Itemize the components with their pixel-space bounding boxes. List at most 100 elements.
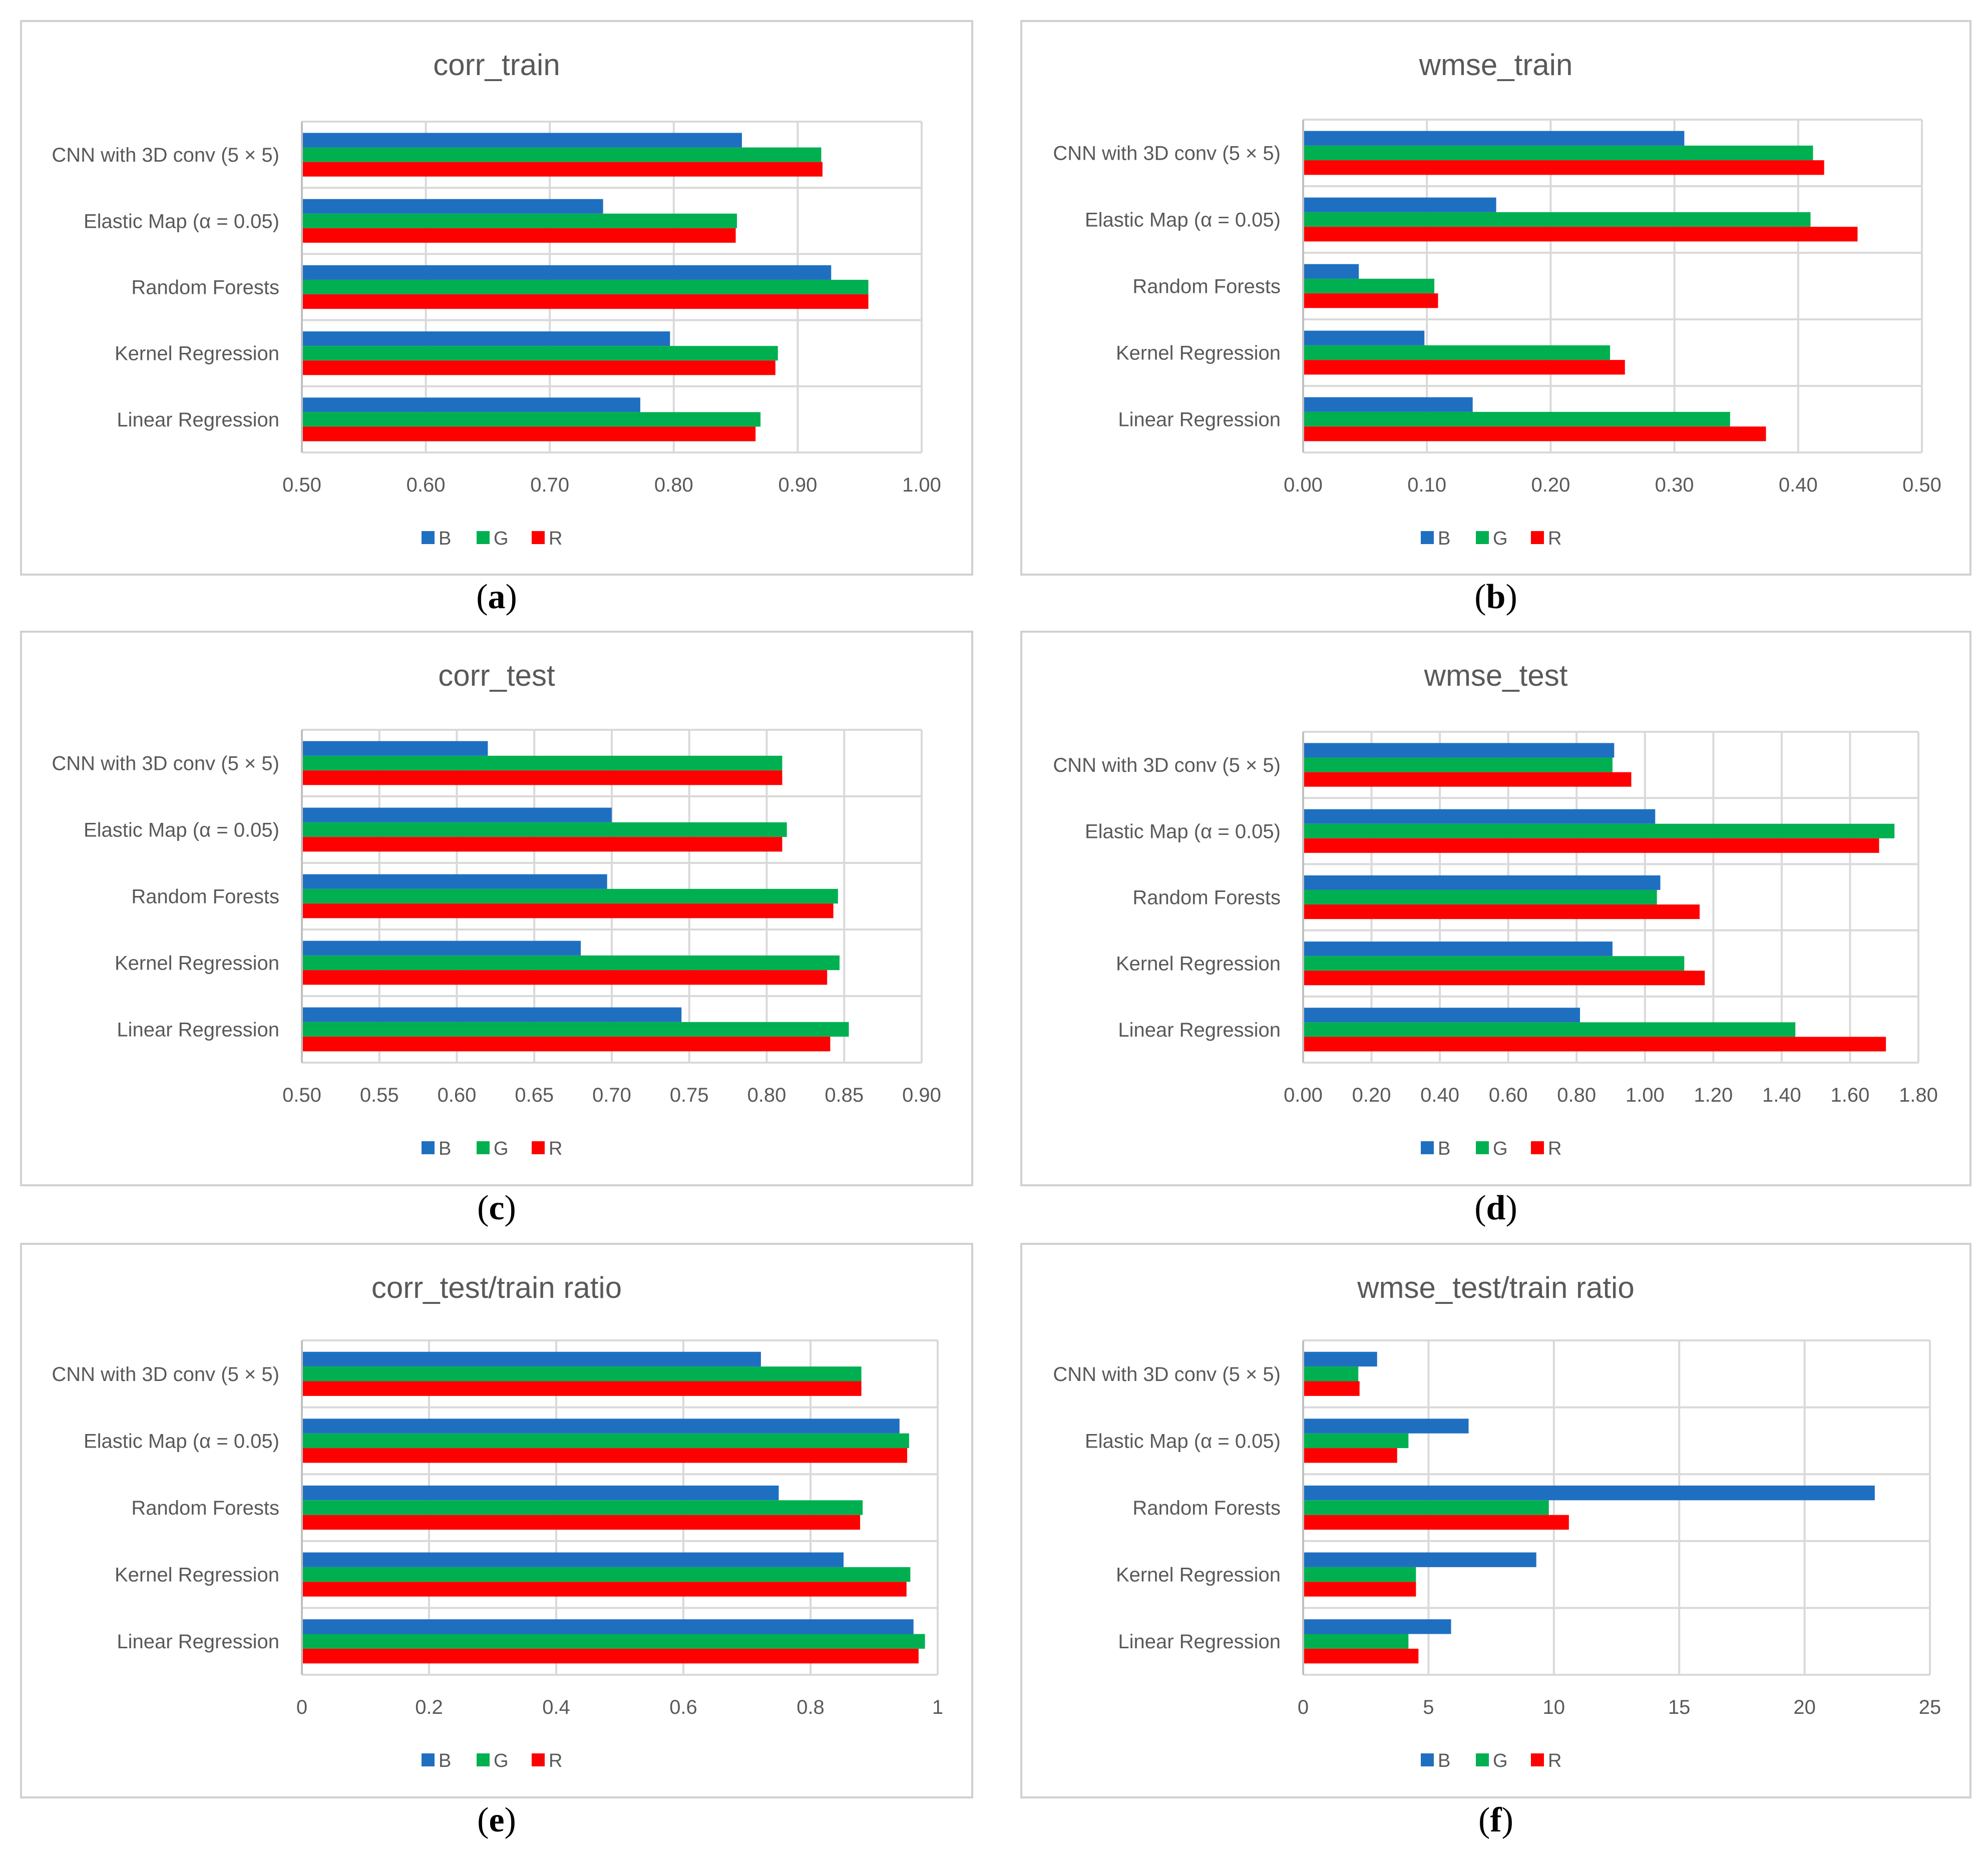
category-label: Elastic Map (α = 0.05) xyxy=(1085,209,1281,231)
bar-cnn-with-3d-conv-5-5-g xyxy=(302,147,822,162)
category-label: Elastic Map (α = 0.05) xyxy=(1085,1430,1281,1452)
bar-cnn-with-3d-conv-5-5-b xyxy=(302,1351,761,1367)
bar-elastic-map-0-05-b xyxy=(1303,197,1496,212)
category-label: Kernel Regression xyxy=(1116,342,1281,364)
bar-random-forests-b xyxy=(302,874,607,889)
x-tick-label: 0.20 xyxy=(1352,1084,1391,1106)
x-tick-label: 0.85 xyxy=(825,1084,864,1106)
legend-label-r: R xyxy=(1548,1750,1561,1771)
bar-cnn-with-3d-conv-5-5-g xyxy=(1303,757,1613,772)
x-tick-label: 0.00 xyxy=(1284,474,1323,496)
chart-title: wmse_test xyxy=(1424,659,1568,692)
bar-kernel-regression-b xyxy=(1303,330,1425,345)
category-label: Elastic Map (α = 0.05) xyxy=(84,819,279,841)
chart-title: corr_test xyxy=(438,659,555,692)
bar-elastic-map-0-05-g xyxy=(302,822,787,837)
x-tick-label: 1.20 xyxy=(1694,1084,1733,1106)
chart-panel-d: wmse_test 0.00 0.20 0.40 0.60 0.80 1.00 1.20 1.4… xyxy=(1020,631,1971,1186)
bar-random-forests-b xyxy=(1303,875,1661,890)
x-tick-label: 25 xyxy=(1919,1696,1941,1718)
x-tick-label: 0.40 xyxy=(1420,1084,1459,1106)
x-tick-label: 20 xyxy=(1793,1696,1816,1718)
bar-cnn-with-3d-conv-5-5-g xyxy=(302,1366,862,1381)
category-label: Linear Regression xyxy=(117,1019,279,1041)
category-label: Random Forests xyxy=(1132,276,1281,298)
bar-kernel-regression-g xyxy=(302,1567,911,1582)
bar-linear-regression-r xyxy=(302,426,756,441)
legend-swatch-r xyxy=(532,531,545,544)
bar-elastic-map-0-05-r xyxy=(302,228,736,243)
bar-elastic-map-0-05-b xyxy=(1303,1419,1469,1434)
legend-label-b: B xyxy=(1438,1750,1450,1771)
legend-label-b: B xyxy=(439,1750,451,1771)
x-tick-label: 0.60 xyxy=(1489,1084,1528,1106)
x-tick-label: 0.60 xyxy=(407,474,446,496)
legend-label-r: R xyxy=(549,528,562,549)
legend-swatch-r xyxy=(1531,531,1544,544)
bar-random-forests-r xyxy=(302,294,869,309)
x-tick-label: 15 xyxy=(1668,1696,1691,1718)
legend-swatch-b xyxy=(422,1753,435,1766)
bar-random-forests-r xyxy=(1303,904,1700,919)
bar-linear-regression-b xyxy=(1303,397,1473,412)
x-tick-label: 0.4 xyxy=(542,1696,570,1718)
legend-label-r: R xyxy=(1548,1138,1561,1159)
bar-random-forests-r xyxy=(1303,1515,1569,1530)
category-label: CNN with 3D conv (5 × 5) xyxy=(1053,754,1281,776)
chart-panel-a: corr_train 0.50 0.60 0.70 0.80 0.90 1.00 CNN wi… xyxy=(20,20,973,576)
bar-kernel-regression-g xyxy=(302,955,840,971)
bar-kernel-regression-g xyxy=(1303,956,1685,971)
chart-panel-c: corr_test 0.50 0.55 0.60 0.65 0.70 0.75 0.80 0.8… xyxy=(20,631,973,1186)
x-tick-label: 0.20 xyxy=(1531,474,1570,496)
legend-swatch-r xyxy=(1531,1753,1544,1766)
chart-panel-b: wmse_train 0.00 0.10 0.20 0.30 0.40 0.50 CNN wi… xyxy=(1020,20,1971,576)
category-label: Elastic Map (α = 0.05) xyxy=(1085,820,1281,842)
bar-linear-regression-b xyxy=(1303,1619,1451,1634)
chart-title: corr_train xyxy=(433,48,560,82)
x-tick-label: 1.60 xyxy=(1831,1084,1870,1106)
bar-kernel-regression-r xyxy=(1303,360,1625,375)
legend-swatch-r xyxy=(1531,1141,1544,1154)
bar-cnn-with-3d-conv-5-5-b xyxy=(302,133,742,148)
bar-kernel-regression-b xyxy=(1303,942,1613,957)
bar-elastic-map-0-05-r xyxy=(1303,838,1879,853)
x-tick-label: 1.80 xyxy=(1899,1084,1938,1106)
bar-elastic-map-0-05-b xyxy=(302,199,603,214)
category-label: CNN with 3D conv (5 × 5) xyxy=(52,144,279,166)
bar-random-forests-b xyxy=(1303,264,1359,279)
bar-random-forests-r xyxy=(1303,293,1438,308)
chart-title: wmse_test/train ratio xyxy=(1357,1271,1635,1304)
bar-kernel-regression-g xyxy=(1303,345,1611,360)
bar-linear-regression-g xyxy=(302,1022,849,1037)
category-label: Random Forests xyxy=(1132,887,1281,909)
bar-linear-regression-b xyxy=(302,1007,682,1022)
x-tick-label: 0.90 xyxy=(902,1084,941,1106)
legend-label-b: B xyxy=(1438,1138,1450,1159)
legend-label-b: B xyxy=(439,1138,451,1159)
x-tick-label: 0.75 xyxy=(670,1084,709,1106)
legend-swatch-g xyxy=(1476,1141,1489,1154)
legend-label-g: G xyxy=(494,528,509,549)
bar-linear-regression-r xyxy=(1303,1037,1886,1052)
panel-caption: (c) xyxy=(477,1189,516,1227)
legend-label-b: B xyxy=(1438,528,1450,549)
bar-random-forests-g xyxy=(302,1500,863,1515)
bar-random-forests-b xyxy=(1303,1485,1875,1501)
category-label: Linear Regression xyxy=(1118,409,1281,431)
category-label: Kernel Regression xyxy=(1116,953,1281,975)
x-tick-label: 0.8 xyxy=(797,1696,825,1718)
panel-caption: (a) xyxy=(476,578,517,616)
bar-random-forests-g xyxy=(1303,889,1657,905)
chart-title: wmse_train xyxy=(1419,48,1573,82)
category-label: Random Forests xyxy=(131,277,279,299)
bar-random-forests-g xyxy=(302,888,838,904)
bar-elastic-map-0-05-g xyxy=(302,1433,909,1449)
bar-cnn-with-3d-conv-5-5-b xyxy=(1303,131,1685,146)
bar-kernel-regression-r xyxy=(302,360,775,375)
x-tick-label: 0 xyxy=(296,1696,307,1718)
x-tick-label: 0.00 xyxy=(1284,1084,1323,1106)
legend-swatch-b xyxy=(1421,1753,1434,1766)
x-tick-label: 0.2 xyxy=(415,1696,443,1718)
bar-elastic-map-0-05-g xyxy=(1303,1433,1409,1449)
